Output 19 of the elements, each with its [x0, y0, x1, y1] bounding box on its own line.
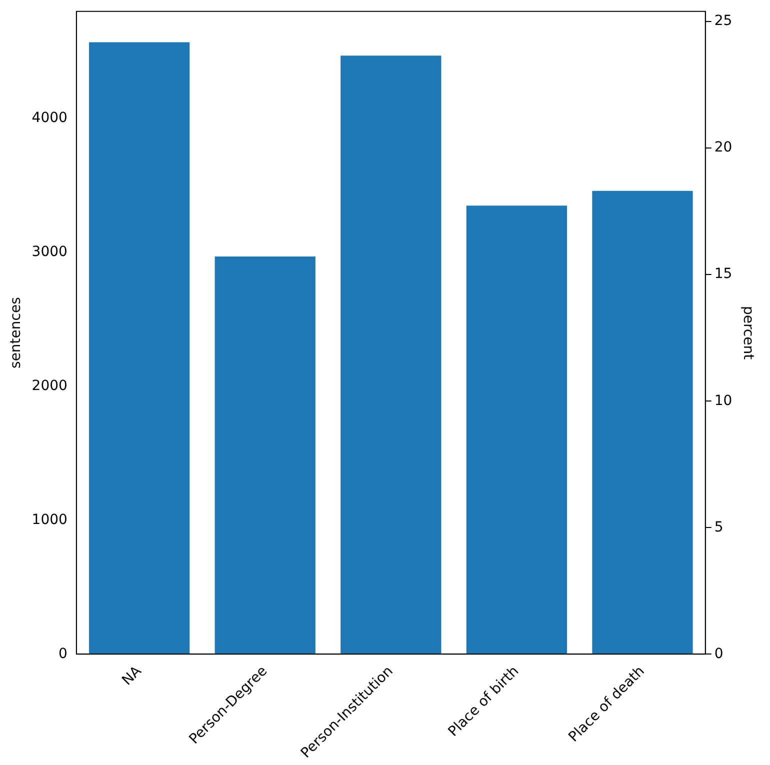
y2-axis-title: percent	[740, 306, 756, 360]
y-tick-label: 2000	[32, 378, 68, 394]
y2-tick-label: 20	[714, 140, 732, 156]
y2-tick-label: 15	[714, 266, 732, 282]
y-tick-label: 3000	[32, 244, 68, 260]
bar	[214, 256, 316, 654]
y-tick-label: 0	[58, 646, 68, 662]
y-axis-title: sentences	[8, 297, 24, 368]
y2-tick-label: 0	[714, 646, 724, 662]
x-tick-label: NA	[119, 662, 146, 689]
bar	[89, 42, 190, 654]
y-tick-label: 1000	[32, 512, 68, 528]
y2-tick-label: 5	[714, 519, 724, 536]
y-tick-label: 4000	[32, 110, 68, 126]
y2-tick-label: 25	[714, 13, 732, 30]
bar	[592, 190, 693, 654]
bar	[340, 56, 442, 654]
bar	[466, 206, 568, 654]
y2-tick-label: 10	[714, 392, 732, 409]
